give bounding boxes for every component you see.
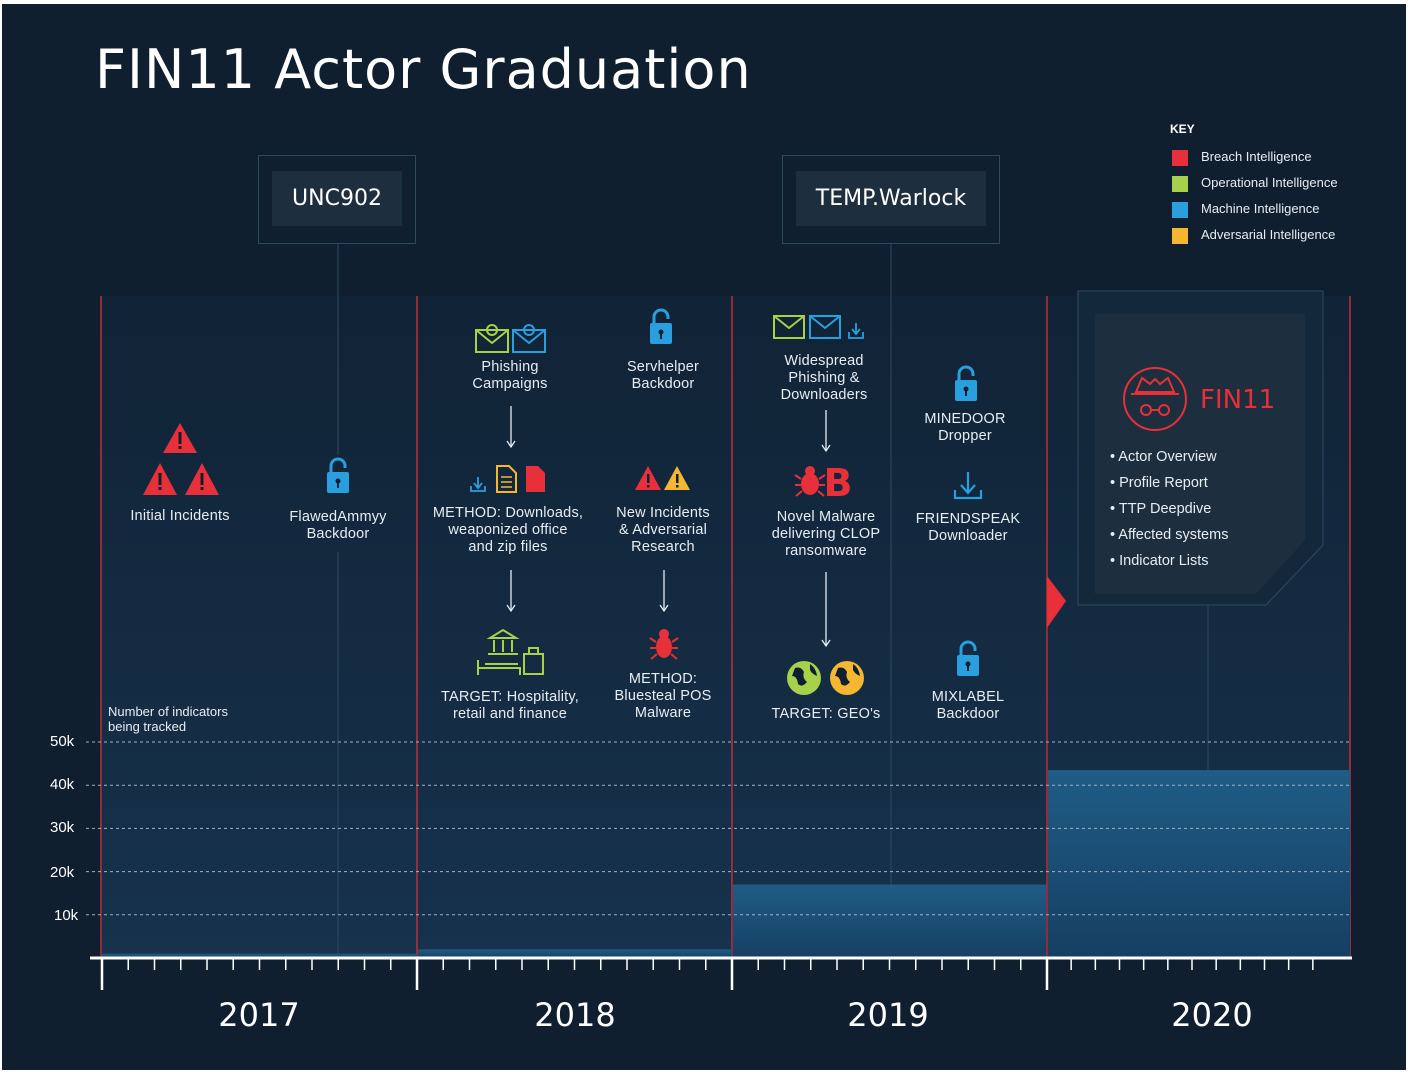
servhelper-lock-icon: [650, 308, 672, 344]
widespread-phishing-icon: [773, 315, 864, 339]
column-2019: [733, 296, 1046, 958]
svg-text:B: B: [824, 461, 853, 505]
key-label: Breach Intelligence: [1201, 149, 1312, 164]
new-incidents-label: New Incidents & Adversarial Research: [616, 505, 710, 555]
y-tick-label-50k: 50k: [50, 733, 75, 750]
key-title: KEY: [1170, 122, 1195, 136]
fin11-spy-icon: [1123, 367, 1187, 431]
flawedammyy-lock-icon: [327, 457, 349, 493]
fin11-item-actor-overview: • Actor Overview: [1110, 449, 1217, 465]
indicator-bar-2019: [733, 884, 1046, 958]
target-geos-label: TARGET: GEO's: [771, 706, 881, 722]
phishing-campaigns-label: Phishing Campaigns: [472, 359, 548, 392]
grid-lines: [86, 741, 1350, 916]
year-label-2019: 2019: [847, 996, 929, 1034]
method-bluesteal-label: METHOD: Bluesteal POS Malware: [614, 671, 712, 721]
fin11-item-affected-systems: • Affected systems: [1110, 527, 1229, 543]
indicator-bar-2020: [1048, 770, 1350, 958]
key-swatch: [1172, 149, 1188, 166]
fin11-item-indicator-lists: • Indicator Lists: [1110, 553, 1209, 569]
y-tick-label-40k: 40k: [50, 776, 75, 793]
key-label: Machine Intelligence: [1201, 201, 1320, 216]
column-2017: [102, 296, 417, 958]
unc902-tag: UNC902: [272, 171, 402, 226]
key-item-machine: Machine Intelligence: [1172, 201, 1320, 218]
axis-ticks: [100, 958, 1314, 990]
indicator-bar-2018: [418, 949, 732, 958]
year-label-2020: 2020: [1171, 996, 1253, 1034]
minedoor-label: MINEDOOR Dropper: [924, 411, 1006, 444]
y-tick-label-30k: 30k: [50, 819, 75, 836]
indicator-bar-2017: [102, 953, 417, 958]
temp-warlock-tag-frame: [782, 155, 1000, 244]
bug-icon: [649, 629, 679, 660]
key-item-operational: Operational Intelligence: [1172, 175, 1338, 192]
initial-incidents-label: Initial Incidents: [130, 508, 230, 524]
method-downloads-label: METHOD: Downloads, weaponized office and…: [432, 505, 584, 555]
key-swatch: [1172, 201, 1188, 218]
fin11-item-ttp-deepdive: • TTP Deepdive: [1110, 501, 1212, 517]
key-label: Adversarial Intelligence: [1201, 227, 1336, 242]
target-hospitality-label: TARGET: Hospitality, retail and finance: [440, 689, 580, 722]
warning-triangles-icon: [143, 423, 219, 495]
minedoor-lock-icon: [955, 365, 977, 401]
globes-icon: [787, 661, 864, 695]
y-tick-label-10k: 10k: [54, 907, 79, 924]
mixlabel-label: MIXLABEL Backdoor: [931, 689, 1005, 722]
year-label-2018: 2018: [534, 996, 616, 1034]
unc902-tag-frame: [258, 155, 416, 244]
indicator-bars: [102, 770, 1350, 958]
temp-warlock-tag: TEMP.Warlock: [796, 171, 986, 226]
key-item-breach: Breach Intelligence: [1172, 149, 1312, 166]
column-2018: [418, 296, 732, 958]
malware-bitcoin-icon: B: [794, 461, 853, 505]
mixlabel-lock-icon: [957, 640, 979, 676]
download-document-zip-icon: [470, 465, 545, 493]
key-item-adversarial: Adversarial Intelligence: [1172, 227, 1335, 244]
fin11-arrow-marker: [1047, 576, 1066, 628]
flow-arrows: [506, 406, 831, 648]
key-label: Operational Intelligence: [1201, 175, 1338, 190]
y-tick-label-20k: 20k: [50, 864, 75, 881]
novel-malware-label: Novel Malware delivering CLOP ransomware: [771, 509, 881, 559]
key-swatch: [1172, 227, 1188, 244]
fin11-heading: FIN11: [1200, 385, 1276, 415]
y-axis-label: Number of indicators being tracked: [108, 704, 228, 734]
incident-triangles-icon: [635, 466, 690, 490]
key-swatch: [1172, 175, 1188, 192]
year-label-2017: 2017: [218, 996, 300, 1034]
fin11-item-profile-report: • Profile Report: [1110, 475, 1208, 491]
friendspeak-download-icon: [953, 472, 983, 500]
phishing-envelopes-icon: [475, 324, 546, 353]
fin11-card-frame: [1077, 290, 1324, 606]
widespread-phishing-label: Widespread Phishing & Downloaders: [780, 353, 868, 403]
page-title: FIN11 Actor Graduation: [95, 38, 752, 101]
hospitality-retail-finance-icon: [477, 628, 544, 675]
flawedammyy-label: FlawedAmmyy Backdoor: [289, 509, 387, 542]
servhelper-label: Servhelper Backdoor: [626, 359, 700, 392]
friendspeak-label: FRIENDSPEAK Downloader: [915, 511, 1021, 544]
